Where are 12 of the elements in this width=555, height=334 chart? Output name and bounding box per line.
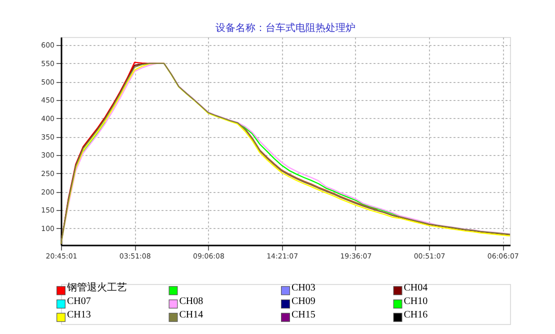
legend-label: CH16 (404, 309, 428, 320)
legend-label: CH13 (67, 309, 91, 320)
legend-label: 钢管退火工艺 (66, 282, 127, 294)
legend-label: CH14 (179, 309, 204, 320)
legend-label: CH04 (404, 282, 428, 294)
legend-label: CH08 (179, 296, 204, 307)
legend-label: CH15 (292, 309, 316, 320)
legend-label: CH09 (292, 296, 316, 307)
chart-title: 设备名称：台车式电阻热处理炉 (216, 22, 356, 34)
legend-label: CH07 (67, 296, 91, 307)
legend-label: CH10 (404, 296, 428, 307)
legend-label: CH03 (292, 282, 316, 294)
